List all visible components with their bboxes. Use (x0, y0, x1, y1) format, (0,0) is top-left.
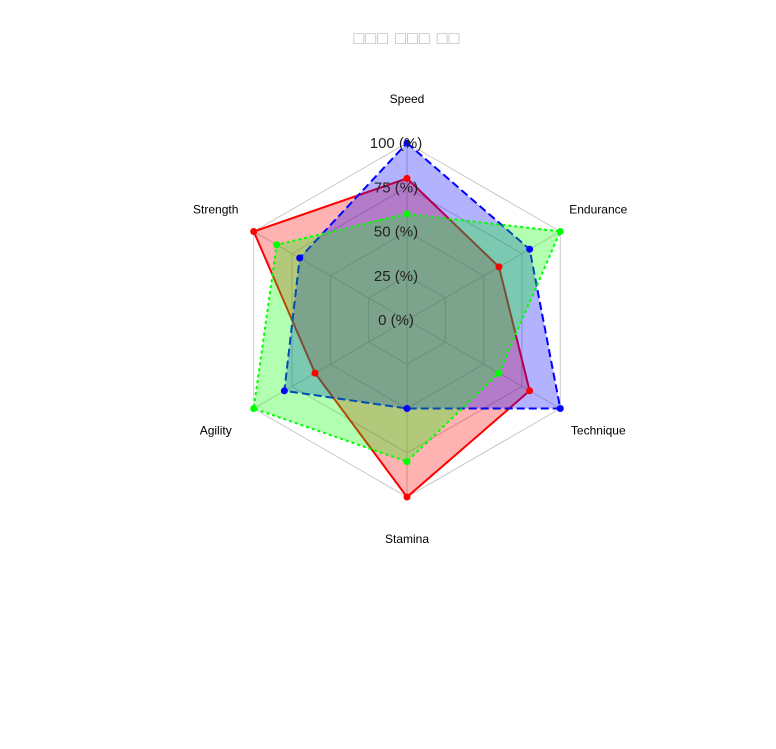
data-point (311, 369, 319, 377)
grid-spoke (253, 319, 408, 409)
data-point (403, 493, 411, 501)
data-point (556, 228, 564, 235)
data-point (526, 387, 534, 395)
data-point (556, 405, 564, 412)
data-point (296, 254, 304, 262)
data-point (403, 139, 411, 147)
data-point (403, 405, 411, 412)
radial-tick-label: 50 (%) (374, 224, 418, 241)
data-point (495, 369, 503, 377)
series-area (253, 213, 561, 462)
axis-label-technique: Technique (571, 424, 626, 438)
axis-label-strength: Strength (193, 203, 238, 217)
radial-tick-label: 0 (%) (378, 312, 414, 329)
axis-label-endurance: Endurance (569, 203, 627, 217)
axis-label-stamina: Stamina (385, 532, 429, 546)
grid-spoke (406, 319, 561, 409)
data-point (403, 174, 411, 182)
series-2 (252, 212, 562, 463)
data-point (403, 210, 411, 218)
series-area (284, 143, 561, 409)
data-point (280, 387, 288, 395)
axis-labels: Speed Endurance Technique Stamina Agility Str… (193, 92, 628, 546)
data-point (273, 241, 281, 249)
radial-tick-labels: 0 (%) 25 (%) 50 (%) 75 (%) 100 (%) (370, 135, 423, 329)
radial-tick-label: 100 (%) (370, 135, 423, 152)
data-point (403, 458, 411, 466)
series-area (253, 178, 530, 497)
data-point (250, 405, 258, 412)
radial-tick-label: 75 (%) (374, 179, 418, 196)
axis-label-agility: Agility (200, 424, 232, 438)
data-point (526, 245, 534, 253)
data-point (495, 263, 503, 271)
grid-spoke (406, 231, 561, 321)
axis-label-speed: Speed (390, 92, 425, 106)
radial-tick-label: 25 (%) (374, 268, 418, 285)
chart-title: □□□ □□□ □□ (353, 28, 461, 48)
radar-series-group (250, 139, 564, 501)
data-point (250, 228, 258, 235)
